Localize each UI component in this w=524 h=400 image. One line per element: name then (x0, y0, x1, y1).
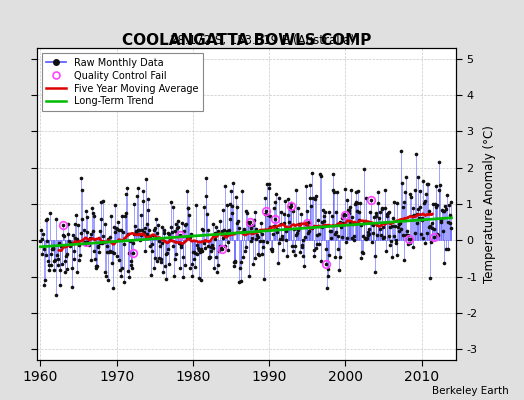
Text: Berkeley Earth: Berkeley Earth (432, 386, 508, 396)
Text: 28.172 S, 153.519 E (Australia): 28.172 S, 153.519 E (Australia) (170, 34, 354, 47)
Y-axis label: Temperature Anomaly (°C): Temperature Anomaly (°C) (483, 125, 496, 283)
Legend: Raw Monthly Data, Quality Control Fail, Five Year Moving Average, Long-Term Tren: Raw Monthly Data, Quality Control Fail, … (41, 53, 203, 111)
Title: COOLANGATTA BOWLS COMP: COOLANGATTA BOWLS COMP (122, 33, 371, 48)
